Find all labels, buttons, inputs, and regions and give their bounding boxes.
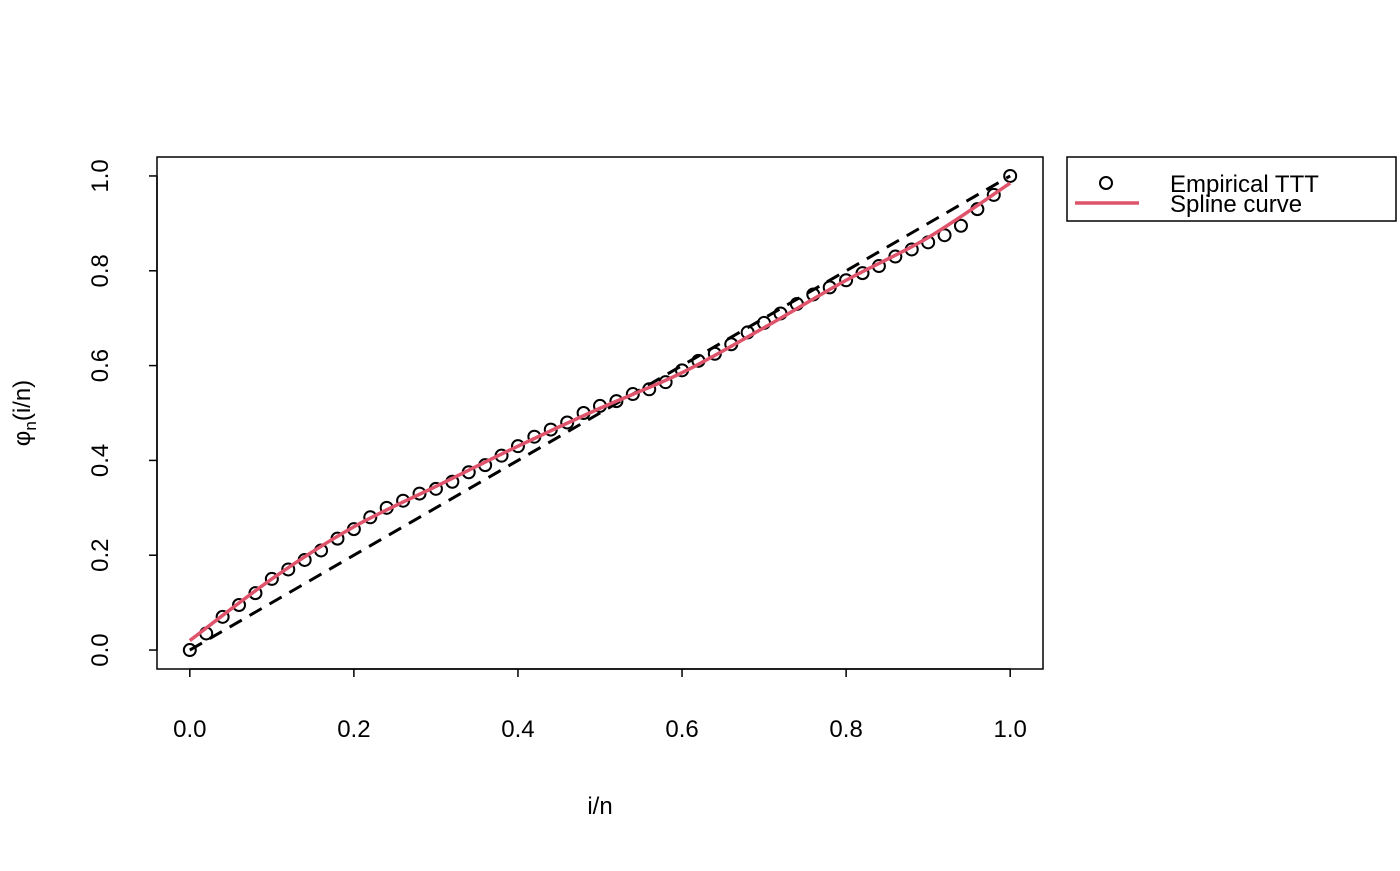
x-axis-label: i/n xyxy=(587,793,612,820)
x-tick-label: 0.6 xyxy=(665,716,698,743)
reference-line xyxy=(189,174,1011,652)
point xyxy=(363,510,378,525)
y-label-rest: (i/n) xyxy=(9,380,36,421)
y-axis-label: φn(i/n) xyxy=(9,380,40,446)
y-label-base: φ xyxy=(9,431,36,447)
legend-box xyxy=(1066,156,1397,222)
x-tick-label: 1.0 xyxy=(993,716,1026,743)
x-tick-label: 0.8 xyxy=(829,716,862,743)
point xyxy=(986,187,1001,202)
x-tick-label: 0.2 xyxy=(337,716,370,743)
point xyxy=(839,273,854,288)
point xyxy=(609,394,624,409)
x-tick-label: 0.0 xyxy=(173,716,206,743)
point xyxy=(1003,168,1018,183)
point xyxy=(264,571,279,586)
y-tick-label: 0.4 xyxy=(87,444,114,477)
spline-line xyxy=(188,181,1012,642)
point xyxy=(215,609,230,624)
point xyxy=(182,643,197,658)
point xyxy=(953,218,968,233)
legend-symbol xyxy=(1099,176,1113,190)
point xyxy=(281,562,296,577)
legend-label: Spline curve xyxy=(1170,191,1302,218)
y-tick-label: 0.2 xyxy=(87,539,114,572)
y-tick-label: 0.6 xyxy=(87,349,114,382)
y-label-subscript: n xyxy=(21,421,40,430)
point xyxy=(625,387,640,402)
y-tick-label: 1.0 xyxy=(87,159,114,192)
y-tick-label: 0.0 xyxy=(87,633,114,666)
point xyxy=(412,486,427,501)
point xyxy=(232,598,247,612)
legend-label: Empirical TTT xyxy=(1170,171,1319,198)
point xyxy=(510,439,525,454)
x-tick-label: 0.4 xyxy=(501,716,534,743)
y-tick-label: 0.8 xyxy=(87,254,114,287)
point xyxy=(560,415,575,430)
